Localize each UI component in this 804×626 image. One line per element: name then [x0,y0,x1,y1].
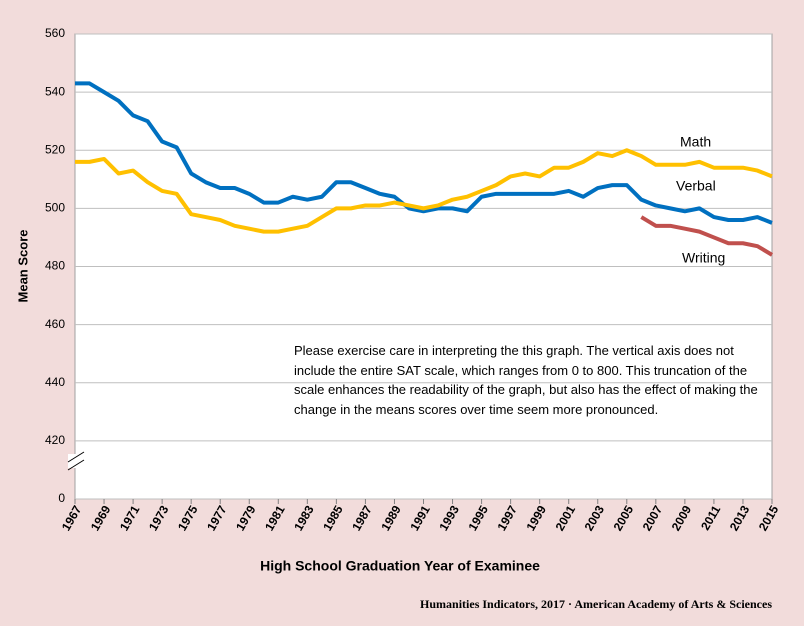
annotation: Please exercise care in interpreting the… [294,343,758,417]
y-tick-label: 560 [45,26,65,40]
x-tick-label: 1975 [175,503,201,533]
y-tick-label: 440 [45,375,65,389]
x-tick-label: 1987 [349,503,375,533]
x-tick-label: 1967 [59,503,85,533]
x-tick-label: 2005 [611,503,637,533]
x-tick-label: 1969 [88,503,114,533]
y-tick-label: 420 [45,433,65,447]
x-tick-label: 2001 [553,503,579,533]
y-tick-label: 500 [45,201,65,215]
x-tick-label: 2003 [582,503,608,533]
x-tick-label: 2013 [727,503,753,533]
source: Humanities Indicators, 2017 · American A… [420,597,772,611]
x-tick-label: 1985 [320,503,346,533]
x-tick-label: 1981 [262,503,288,533]
x-tick-label: 1977 [204,503,230,533]
y-tick-label: 480 [45,259,65,273]
x-tick-label: 1979 [233,503,259,533]
y-tick-label: 540 [45,84,65,98]
series-label: Writing [682,250,725,266]
x-tick-label: 2009 [669,503,695,533]
x-tick-label: 1997 [494,503,520,533]
axis-break [67,451,85,471]
series-line [75,81,773,225]
x-tick-label: 1993 [436,503,462,533]
x-tick-label: 1973 [146,503,172,533]
x-tick-label: 1999 [524,503,550,533]
x-tick-label: 1971 [117,503,143,533]
y-tick-label: 520 [45,142,65,156]
x-tick-label: 2011 [698,503,723,533]
x-tick-label: 1995 [465,503,491,533]
x-axis-label: High School Graduation Year of Examinee [260,558,540,574]
series-label: Verbal [676,178,716,194]
x-tick-label: 1991 [407,503,433,533]
series-line [640,215,774,257]
series-line [75,148,773,234]
x-tick-label: 1983 [291,503,317,533]
x-tick-label: 2007 [640,503,666,533]
y-tick-label: 460 [45,317,65,331]
x-tick-label: 2015 [756,503,782,533]
y-tick-label: 0 [58,491,65,505]
series-label: Math [680,134,711,150]
x-tick-label: 1989 [378,503,404,533]
y-axis-label: Mean Score [15,230,30,303]
